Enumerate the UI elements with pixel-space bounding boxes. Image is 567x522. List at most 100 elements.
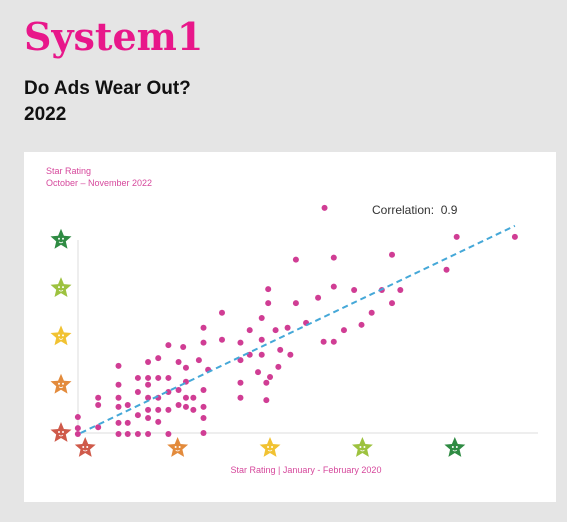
star: [50, 422, 72, 442]
scatter-point: [182, 394, 189, 401]
scatter-point: [258, 315, 265, 322]
star-eye: [62, 431, 64, 433]
star: [50, 325, 72, 346]
star-eye: [82, 446, 85, 448]
annotation: Correlation: 0.9: [372, 203, 458, 217]
scatter-point: [218, 336, 225, 343]
page-title: 2022: [24, 104, 66, 125]
star-mouth: [58, 434, 64, 437]
scatter-point: [443, 266, 450, 273]
scatter-point: [115, 362, 122, 369]
scatter-point: [246, 327, 253, 334]
scatter-point: [190, 394, 197, 401]
scatter-point: [74, 425, 81, 432]
scatter-point: [165, 342, 172, 349]
star-eye: [363, 446, 366, 448]
x-tick-star: [444, 437, 466, 457]
scatter-point: [115, 394, 122, 401]
scatter-point: [315, 294, 322, 301]
star-eye: [62, 286, 64, 289]
scatter-point: [165, 430, 172, 437]
scatter-point: [155, 355, 162, 362]
scatter-point: [175, 359, 182, 366]
star-eye: [62, 382, 64, 385]
scatter-point: [351, 287, 358, 294]
scatter-point: [195, 357, 202, 364]
y-tick-star: [50, 228, 72, 249]
star-mouth: [175, 449, 180, 452]
scatter-point: [175, 401, 182, 408]
star-eye: [359, 446, 362, 448]
scatter-point: [320, 338, 327, 345]
scatter-point: [237, 394, 244, 401]
star: [444, 437, 466, 457]
scatter-point: [397, 287, 404, 294]
scatter-point: [200, 403, 207, 410]
y-tick-star: [50, 422, 72, 442]
scatter-point: [145, 359, 152, 366]
scatter-point: [265, 286, 272, 293]
page-title: Do Ads Wear Out?: [24, 78, 191, 99]
scatter-point: [200, 339, 207, 346]
scatter-point: [200, 387, 207, 394]
star: [50, 373, 72, 394]
scatter-point: [368, 309, 375, 316]
scatter-point: [340, 327, 347, 334]
scatter-point: [321, 204, 328, 211]
scatter-point: [124, 430, 131, 437]
scatter-point: [95, 424, 102, 431]
scatter-point: [263, 397, 270, 404]
star-mouth: [58, 386, 64, 389]
scatter-point: [292, 300, 299, 307]
star-eye: [451, 446, 454, 448]
scatter-point: [145, 394, 152, 401]
scatter-point: [134, 388, 141, 395]
scatter-point: [180, 344, 187, 351]
scatter-point: [155, 418, 162, 425]
star-eye: [62, 237, 64, 240]
scatter-point: [124, 419, 131, 426]
scatter-point: [115, 419, 122, 426]
star-eye: [455, 446, 458, 448]
scatter-point: [165, 406, 172, 413]
star-eye: [58, 286, 60, 289]
x-tick-star: [259, 437, 281, 457]
star: [259, 437, 281, 457]
star-mouth: [452, 449, 458, 452]
scatter-point: [265, 300, 272, 307]
scatter-point: [95, 394, 102, 401]
scatter-point: [115, 381, 122, 388]
scatter-point: [145, 381, 152, 388]
scatter-point: [182, 403, 189, 410]
scatter-point: [258, 336, 265, 343]
scatter-point: [124, 401, 131, 408]
star-mouth: [360, 449, 365, 452]
star-eye: [62, 334, 64, 337]
scatter-point: [330, 283, 337, 290]
x-axis-label: Star Rating | January - February 2020: [231, 465, 382, 475]
scatter-point: [277, 346, 284, 353]
scatter-point: [237, 379, 244, 386]
scatter-point: [134, 374, 141, 381]
scatter-point: [165, 388, 172, 395]
star-mouth: [82, 449, 88, 452]
scatter-point: [453, 233, 460, 240]
scatter-point: [200, 415, 207, 422]
star-eye: [58, 237, 60, 240]
scatter-point: [275, 363, 282, 370]
scatter-point: [389, 300, 396, 307]
star-mouth: [58, 338, 64, 340]
scatter-point: [258, 351, 265, 358]
scatter-point: [237, 339, 244, 346]
star-eye: [58, 431, 60, 433]
star-eye: [58, 334, 60, 337]
scatter-point: [145, 415, 152, 422]
scatter-point: [74, 430, 81, 437]
scatter-point: [182, 364, 189, 371]
scatter-point: [145, 374, 152, 381]
star: [352, 437, 373, 457]
scatter-point: [389, 251, 396, 258]
scatter-point: [134, 430, 141, 437]
scatter-point: [165, 374, 172, 381]
